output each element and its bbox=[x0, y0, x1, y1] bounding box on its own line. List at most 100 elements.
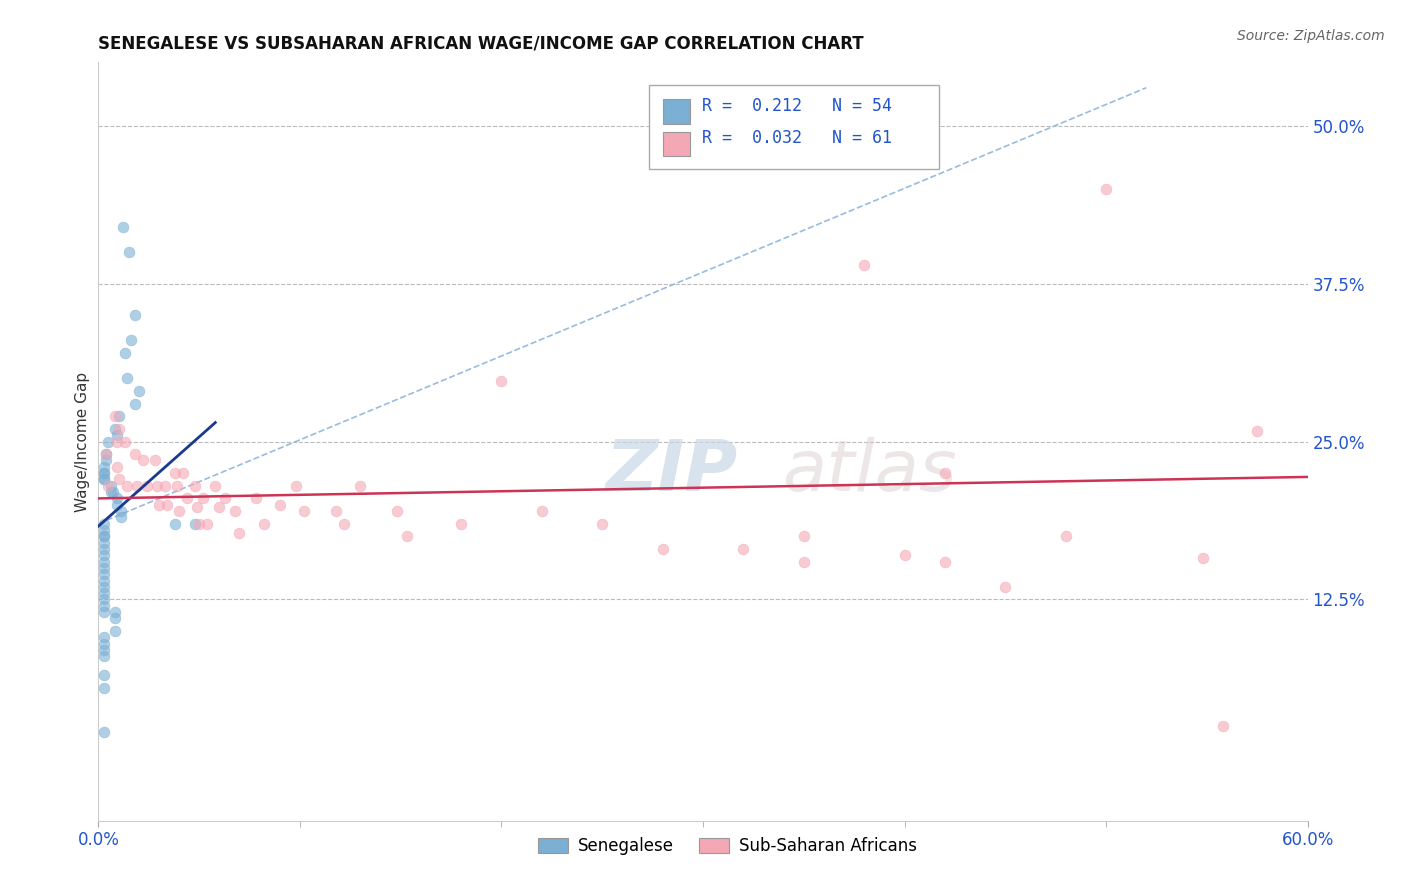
Point bbox=[110, 510, 132, 524]
Point bbox=[893, 548, 915, 563]
Point bbox=[93, 567, 115, 582]
Point bbox=[124, 396, 146, 410]
Point bbox=[93, 631, 115, 645]
Point bbox=[591, 516, 613, 531]
Point bbox=[188, 516, 211, 531]
Point bbox=[153, 479, 176, 493]
Point bbox=[93, 555, 115, 569]
Point bbox=[228, 525, 250, 540]
Point bbox=[1212, 719, 1234, 733]
Point bbox=[208, 500, 231, 515]
Point bbox=[93, 580, 115, 594]
Point bbox=[93, 473, 115, 487]
Point bbox=[245, 491, 267, 506]
Point bbox=[100, 485, 122, 500]
Point bbox=[135, 479, 157, 493]
Point bbox=[115, 371, 138, 385]
Point bbox=[107, 409, 129, 424]
Point bbox=[101, 485, 124, 500]
Point bbox=[172, 466, 194, 480]
Point bbox=[120, 334, 142, 348]
Point bbox=[146, 479, 169, 493]
Point bbox=[284, 479, 307, 493]
Point bbox=[96, 453, 118, 467]
Point bbox=[115, 479, 138, 493]
Text: atlas: atlas bbox=[782, 437, 956, 507]
Point bbox=[93, 535, 115, 549]
Point bbox=[103, 422, 125, 436]
Point bbox=[124, 447, 146, 461]
Point bbox=[1246, 425, 1268, 439]
Point bbox=[124, 308, 146, 322]
Text: ZIP: ZIP bbox=[606, 437, 738, 507]
Point bbox=[114, 434, 136, 449]
Point bbox=[93, 466, 115, 480]
Point bbox=[93, 605, 115, 619]
Point bbox=[105, 459, 128, 474]
Point bbox=[93, 561, 115, 575]
Point bbox=[96, 447, 118, 461]
Point bbox=[793, 555, 815, 569]
Point bbox=[105, 434, 128, 449]
Point bbox=[253, 516, 276, 531]
Point bbox=[1054, 529, 1077, 543]
Point bbox=[1095, 182, 1118, 196]
Point bbox=[107, 422, 129, 436]
Point bbox=[128, 384, 150, 398]
Point bbox=[105, 491, 128, 506]
Text: R =  0.212   N = 54: R = 0.212 N = 54 bbox=[702, 96, 891, 115]
Point bbox=[93, 725, 115, 739]
Point bbox=[93, 541, 115, 556]
Point bbox=[105, 428, 128, 442]
Point bbox=[97, 434, 120, 449]
Text: SENEGALESE VS SUBSAHARAN AFRICAN WAGE/INCOME GAP CORRELATION CHART: SENEGALESE VS SUBSAHARAN AFRICAN WAGE/IN… bbox=[98, 35, 865, 53]
Point bbox=[93, 529, 115, 543]
Point bbox=[93, 637, 115, 651]
Point bbox=[385, 504, 408, 518]
Point bbox=[93, 548, 115, 563]
Point bbox=[93, 586, 115, 600]
Point bbox=[395, 529, 418, 543]
Point bbox=[325, 504, 347, 518]
Point bbox=[118, 244, 141, 259]
Point bbox=[96, 447, 118, 461]
Point bbox=[269, 498, 291, 512]
Point bbox=[651, 541, 673, 556]
Point bbox=[93, 649, 115, 664]
Point bbox=[97, 479, 120, 493]
Text: R =  0.032   N = 61: R = 0.032 N = 61 bbox=[702, 129, 891, 147]
Point bbox=[111, 219, 134, 234]
Point bbox=[93, 668, 115, 682]
Point bbox=[184, 516, 207, 531]
Point bbox=[143, 453, 166, 467]
Point bbox=[450, 516, 472, 531]
Point bbox=[93, 459, 115, 474]
Point bbox=[530, 504, 553, 518]
Text: Source: ZipAtlas.com: Source: ZipAtlas.com bbox=[1237, 29, 1385, 43]
Point bbox=[103, 605, 125, 619]
Point bbox=[994, 580, 1017, 594]
Point bbox=[93, 523, 115, 537]
Point bbox=[156, 498, 179, 512]
Point bbox=[491, 374, 513, 388]
Point bbox=[103, 611, 125, 625]
Point bbox=[110, 504, 132, 518]
Legend: Senegalese, Sub-Saharan Africans: Senegalese, Sub-Saharan Africans bbox=[531, 830, 924, 862]
Point bbox=[100, 479, 122, 493]
Y-axis label: Wage/Income Gap: Wage/Income Gap bbox=[75, 371, 90, 512]
Point bbox=[176, 491, 198, 506]
Point bbox=[733, 541, 755, 556]
Point bbox=[793, 529, 815, 543]
Point bbox=[186, 500, 208, 515]
Point bbox=[333, 516, 356, 531]
Point bbox=[148, 498, 170, 512]
Point bbox=[167, 504, 190, 518]
Point bbox=[93, 599, 115, 613]
Point bbox=[93, 592, 115, 607]
Point bbox=[934, 555, 956, 569]
Point bbox=[93, 466, 115, 480]
Point bbox=[166, 479, 188, 493]
Point bbox=[103, 409, 125, 424]
Bar bbox=[664, 99, 690, 124]
Point bbox=[93, 643, 115, 657]
